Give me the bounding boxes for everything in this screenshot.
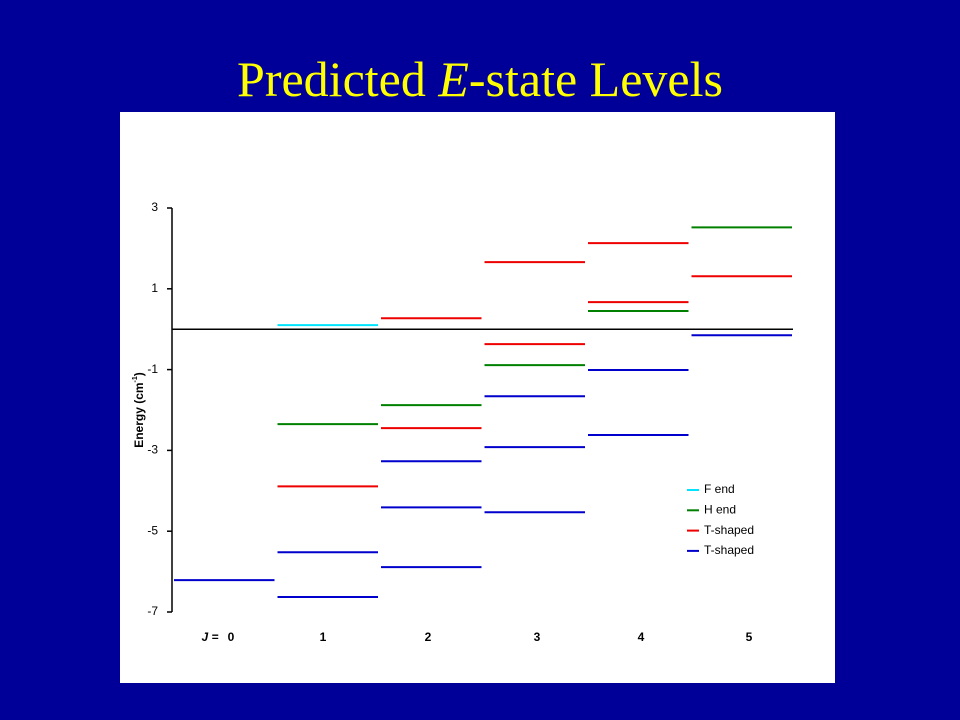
legend-label: H end <box>704 502 736 516</box>
y-tick-label: -3 <box>147 443 158 457</box>
legend-label: F end <box>704 482 735 496</box>
slide-title: Predicted E-state Levels <box>237 51 723 107</box>
y-tick-label: -5 <box>147 523 158 537</box>
chart-panel <box>120 112 835 683</box>
y-tick-label: -7 <box>147 604 158 618</box>
x-axis-label: J = <box>201 630 218 644</box>
y-axis-label: Energy (cm-1) <box>132 372 146 448</box>
x-tick-label: 5 <box>746 630 753 644</box>
x-tick-label: 3 <box>534 630 541 644</box>
y-tick-label: -1 <box>147 362 158 376</box>
y-tick-label: 3 <box>151 200 158 214</box>
x-tick-label: 4 <box>638 630 645 644</box>
title-part: Predicted <box>237 51 438 107</box>
legend-label: T-shaped <box>704 523 754 537</box>
y-tick-label: 1 <box>151 281 158 295</box>
x-tick-label: 0 <box>228 630 235 644</box>
x-tick-label: 1 <box>320 630 327 644</box>
label-part: Energy (cm <box>132 382 146 447</box>
label-part: ) <box>132 372 146 376</box>
title-part: E <box>437 51 469 107</box>
label-part: -1 <box>132 376 139 382</box>
legend-label: T-shaped <box>704 543 754 557</box>
title-part: -state Levels <box>469 51 723 107</box>
x-tick-label: 2 <box>425 630 432 644</box>
